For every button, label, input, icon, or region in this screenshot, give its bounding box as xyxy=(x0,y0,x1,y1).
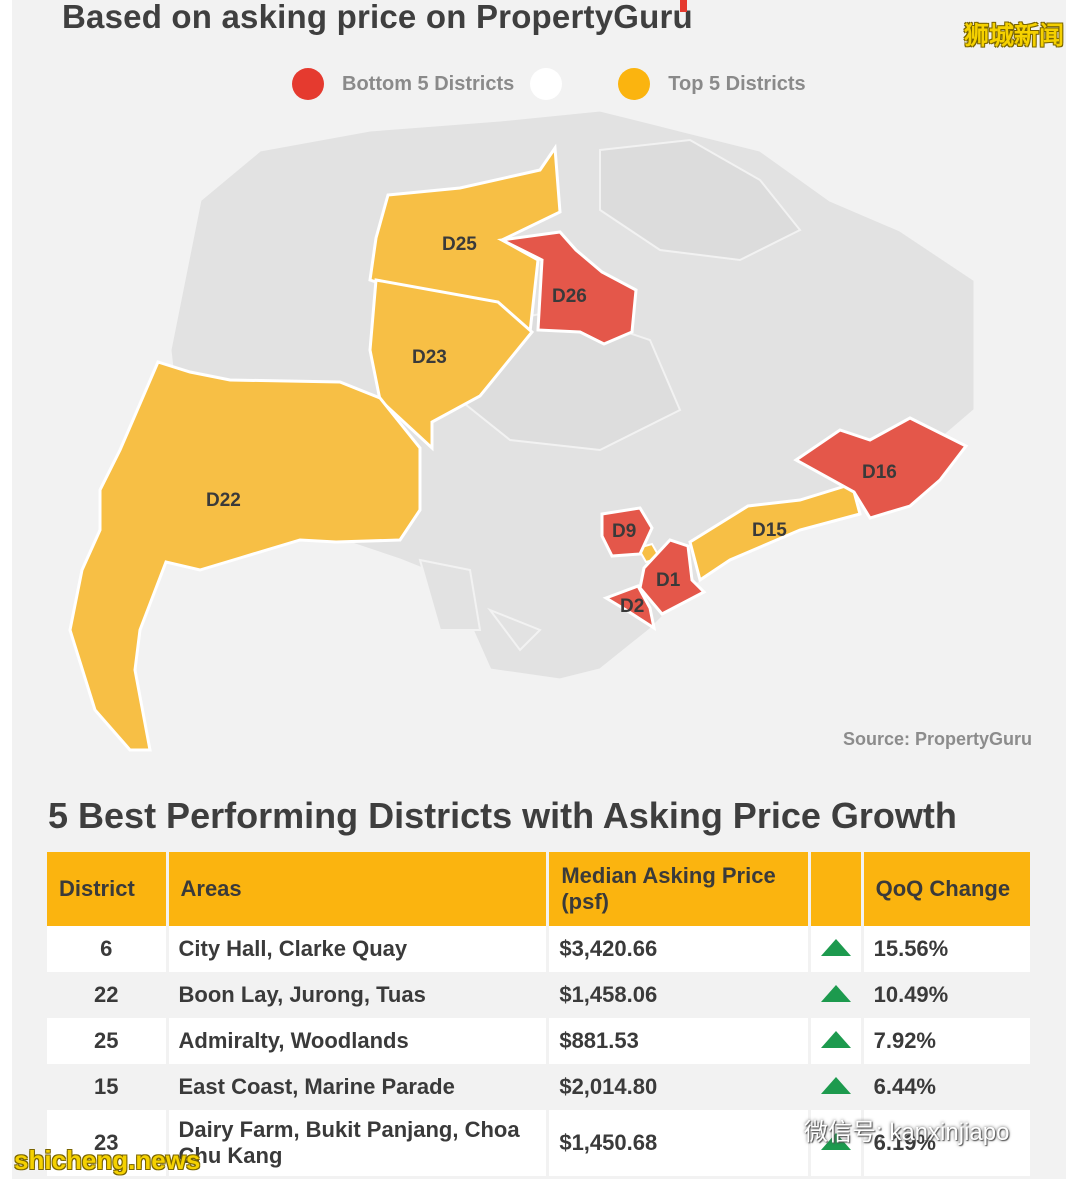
legend-item-top: Top 5 Districts xyxy=(618,68,821,100)
up-triangle-icon xyxy=(820,1031,851,1048)
legend-label-bottom: Bottom 5 Districts xyxy=(342,72,515,95)
cell-change: 10.49% xyxy=(863,972,1030,1018)
map-legend: Bottom 5 Districts Top 5 Districts xyxy=(292,66,822,102)
cell-district: 25 xyxy=(47,1018,166,1064)
header-areas: Areas xyxy=(168,852,547,926)
cell-change: 6.19% xyxy=(863,1110,1030,1176)
cell-price: $881.53 xyxy=(549,1018,808,1064)
map-label-d15: D15 xyxy=(752,520,787,541)
header-trend xyxy=(810,852,861,926)
district-d9[interactable] xyxy=(600,506,654,558)
map-heading: Based on asking price on PropertyGuru xyxy=(62,0,693,35)
map-label-d9: D9 xyxy=(612,521,636,542)
header-price: Median Asking Price (psf) xyxy=(549,852,808,926)
table-row: 25 Admiralty, Woodlands $881.53 7.92% xyxy=(47,1018,1030,1064)
map-label-d16: D16 xyxy=(862,462,897,483)
cell-areas: City Hall, Clarke Quay xyxy=(168,926,547,972)
cell-areas: East Coast, Marine Parade xyxy=(168,1064,547,1110)
cell-trend xyxy=(810,1064,861,1110)
wechat-icon xyxy=(754,1115,793,1144)
district-d15[interactable] xyxy=(688,482,862,583)
legend-swatch-bottom xyxy=(292,68,324,100)
cell-district: 15 xyxy=(47,1064,166,1110)
cell-change: 6.44% xyxy=(863,1064,1030,1110)
site-watermark: shicheng.news xyxy=(14,1145,201,1175)
cell-price: $3,420.66 xyxy=(549,926,808,972)
legend-label-top: Top 5 Districts xyxy=(668,72,806,95)
cell-areas: Dairy Farm, Bukit Panjang, Choa Chu Kang xyxy=(168,1110,547,1176)
cell-change: 15.56% xyxy=(863,926,1030,972)
cell-trend xyxy=(810,972,861,1018)
map-source: Source: PropertyGuru xyxy=(842,729,1032,749)
cell-price: $2,014.80 xyxy=(549,1064,808,1110)
cell-change: 7.92% xyxy=(863,1018,1030,1064)
district-d2[interactable] xyxy=(602,584,657,632)
map-label-d25: D25 xyxy=(442,234,477,255)
map-label-d26: D26 xyxy=(552,286,587,307)
wechat-watermark: 微信号: kanxinjiapo xyxy=(754,1112,1009,1147)
watermark-top: 狮城新闻 xyxy=(963,22,1064,50)
singapore-district-map: D25 D26 D23 D22 D16 D15 D9 D1 D2 xyxy=(68,110,977,752)
up-triangle-icon xyxy=(820,1077,851,1094)
table-row: 22 Boon Lay, Jurong, Tuas $1,458.06 10.4… xyxy=(47,972,1030,1018)
table-row: 15 East Coast, Marine Parade $2,014.80 6… xyxy=(47,1064,1030,1110)
map-label-d1: D1 xyxy=(656,570,681,591)
map-label-d22: D22 xyxy=(206,490,241,511)
header-change: QoQ Change xyxy=(863,852,1030,926)
cell-trend xyxy=(810,926,861,972)
district-d16[interactable] xyxy=(793,416,969,520)
table-title: 5 Best Performing Districts with Asking … xyxy=(48,795,957,836)
cell-district: 22 xyxy=(47,972,166,1018)
district-d1[interactable] xyxy=(638,538,707,616)
legend-item-neutral xyxy=(530,68,618,100)
southern-islands xyxy=(418,558,542,652)
map-label-d2: D2 xyxy=(620,596,644,617)
table-row: 23 Dairy Farm, Bukit Panjang, Choa Chu K… xyxy=(47,1110,1030,1176)
cell-district: 23 xyxy=(47,1110,166,1176)
northeast-landmass xyxy=(599,138,802,262)
up-triangle-icon xyxy=(820,939,851,956)
wechat-id: 微信号: kanxinjiapo xyxy=(804,1119,1010,1146)
header-district: District xyxy=(47,852,166,926)
map-label-d23: D23 xyxy=(412,347,447,368)
legend-item-bottom: Bottom 5 Districts xyxy=(292,68,530,100)
cell-areas: Admiralty, Woodlands xyxy=(168,1018,547,1064)
legend-swatch-neutral xyxy=(530,68,563,100)
up-triangle-icon xyxy=(820,985,851,1002)
cell-trend xyxy=(810,1110,861,1176)
district-d23[interactable] xyxy=(368,278,535,452)
table-header-row: District Areas Median Asking Price (psf)… xyxy=(47,852,1030,926)
table-row: 6 City Hall, Clarke Quay $3,420.66 15.56… xyxy=(47,926,1030,972)
title-accent xyxy=(680,0,687,12)
cell-trend xyxy=(810,1018,861,1064)
cell-price: $1,450.68 xyxy=(549,1110,808,1176)
district-d22[interactable] xyxy=(68,360,422,752)
up-triangle-icon xyxy=(820,1133,851,1150)
cell-price: $1,458.06 xyxy=(549,972,808,1018)
district-d26[interactable] xyxy=(496,230,638,346)
growth-table: District Areas Median Asking Price (psf)… xyxy=(44,852,1033,1176)
cell-areas: Boon Lay, Jurong, Tuas xyxy=(168,972,547,1018)
cell-district: 6 xyxy=(47,926,166,972)
legend-swatch-top xyxy=(618,68,651,100)
